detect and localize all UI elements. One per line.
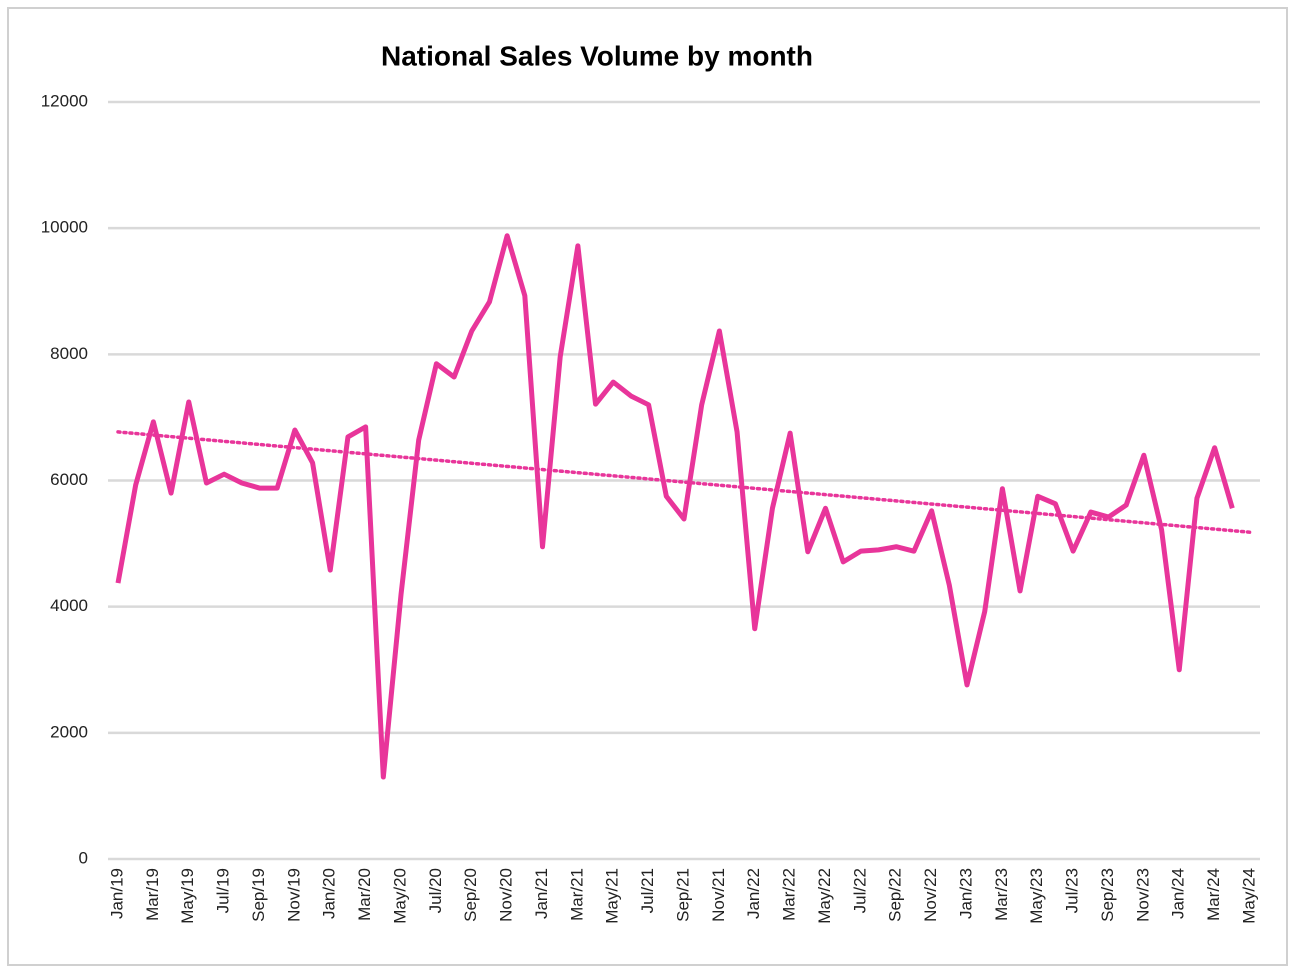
x-tick-label: Jul/23 [1063,868,1082,913]
x-tick-label: Mar/21 [567,868,586,921]
y-tick-label: 4000 [50,596,88,615]
x-tick-label: Jan/20 [320,868,339,919]
x-tick-label: May/21 [603,868,622,924]
y-tick-label: 0 [79,848,88,867]
x-tick-label: Mar/23 [992,868,1011,921]
x-tick-label: Mar/19 [143,868,162,921]
chart-border [7,7,1288,966]
x-tick-label: Jan/24 [1169,868,1188,919]
x-tick-label: May/23 [1027,868,1046,924]
x-tick-label: Nov/23 [1133,868,1152,922]
x-tick-label: Sep/23 [1098,868,1117,922]
y-tick-label: 10000 [41,218,88,237]
x-tick-label: May/19 [178,868,197,924]
x-tick-label: Jul/22 [850,868,869,913]
x-tick-label: Nov/22 [921,868,940,922]
x-tick-label: Sep/22 [886,868,905,922]
x-tick-label: Sep/20 [461,868,480,922]
x-tick-label: Jan/22 [744,868,763,919]
x-tick-label: Nov/19 [284,868,303,922]
x-tick-label: May/22 [815,868,834,924]
y-tick-label: 8000 [50,344,88,363]
x-tick-label: Mar/20 [355,868,374,921]
x-tick-label: Mar/22 [780,868,799,921]
x-tick-label: Nov/20 [497,868,516,922]
x-tick-label: Sep/19 [249,868,268,922]
x-tick-label: Mar/24 [1204,868,1223,921]
x-tick-label: Jul/21 [638,868,657,913]
x-tick-label: Sep/21 [673,868,692,922]
y-tick-label: 2000 [50,722,88,741]
x-tick-label: Jan/23 [956,868,975,919]
x-tick-label: Nov/21 [709,868,728,922]
y-tick-label: 6000 [50,470,88,489]
x-tick-label: Jan/21 [532,868,551,919]
x-tick-label: Jul/20 [426,868,445,913]
x-tick-label: May/20 [390,868,409,924]
x-tick-label: Jul/19 [214,868,233,913]
x-tick-label: Jan/19 [107,868,126,919]
x-tick-label: May/24 [1239,868,1258,924]
data-line [115,233,1235,780]
trend-line [116,430,1252,534]
chart-title: National Sales Volume by month [381,40,813,71]
y-tick-label: 12000 [41,91,88,110]
